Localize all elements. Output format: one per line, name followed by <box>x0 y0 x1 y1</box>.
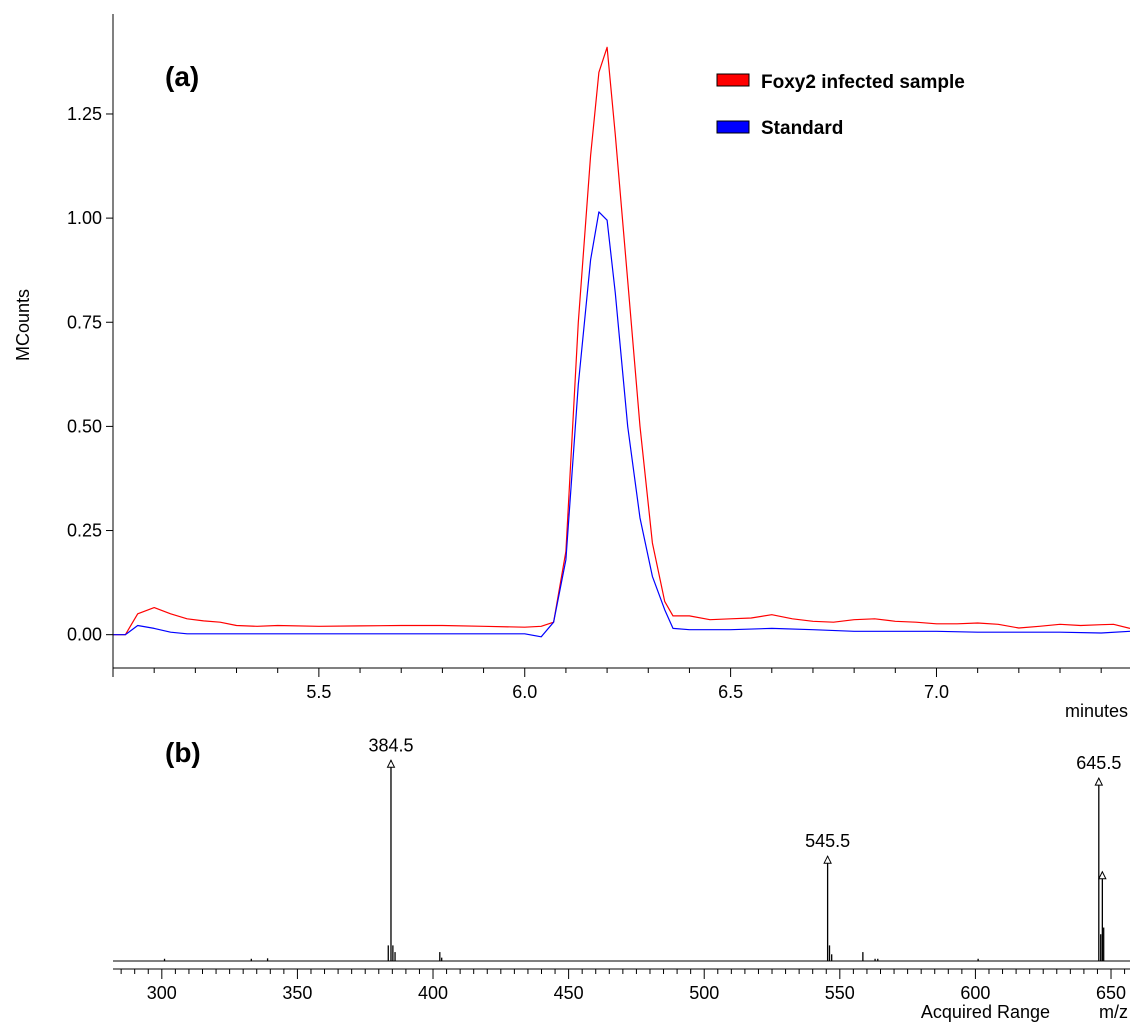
mz-tick-label: 650 <box>1096 983 1126 1003</box>
peak-label: 545.5 <box>805 831 850 851</box>
series-lines <box>113 46 1130 638</box>
legend-swatch-foxy2 <box>716 73 750 87</box>
mz-axis-label: m/z <box>1099 1002 1128 1022</box>
x-axis-label: minutes <box>1065 701 1128 721</box>
peak-label: 645.5 <box>1076 753 1121 773</box>
peak-labels: 384.5 545.5 645.5 <box>368 735 1121 880</box>
mz-tick-label: 350 <box>282 983 312 1003</box>
x-tick-label: 5.5 <box>306 682 331 702</box>
y-tick-label: 0.25 <box>67 521 102 541</box>
mz-tick-label: 450 <box>554 983 584 1003</box>
y-tick-label: 0.75 <box>67 312 102 332</box>
peak-marker-triangle <box>386 759 396 768</box>
panel-a-label: (a) <box>165 61 199 92</box>
y-axis-ticks: 0.00 0.25 0.50 0.75 1.00 1.25 <box>67 104 113 645</box>
series-line-foxy2 <box>113 46 1130 636</box>
legend: Foxy2 infected sample Standard <box>716 72 965 139</box>
mass-spectrum-panel: (b) 384.5 545.5 645.5 300 350 400 450 500 550 60… <box>113 735 1130 1022</box>
mz-axis-ticks: 300 350 400 450 500 550 600 650 <box>120 969 1126 1003</box>
x-tick-label: 7.0 <box>924 682 949 702</box>
y-axis-label: MCounts <box>13 289 33 361</box>
y-tick-label: 0.00 <box>67 625 102 645</box>
peak-label: 384.5 <box>368 735 413 755</box>
mz-tick-label: 500 <box>689 983 719 1003</box>
acquired-range-label: Acquired Range <box>921 1002 1050 1022</box>
legend-label-foxy2: Foxy2 infected sample <box>761 72 965 93</box>
peak-marker-triangle-small <box>1098 870 1107 880</box>
panel-b-label: (b) <box>165 737 201 768</box>
y-tick-label: 0.50 <box>67 416 102 436</box>
peak-marker-triangle <box>823 855 832 864</box>
mz-tick-label: 400 <box>418 983 448 1003</box>
mz-tick-label: 600 <box>960 983 990 1003</box>
chromatogram-panel: (a) 0.00 0.25 0.50 0.75 1.00 1.25 5.5 6.0 6.5 7.… <box>13 14 1130 721</box>
y-tick-label: 1.25 <box>67 104 102 124</box>
spectrum-peaks <box>163 760 1105 961</box>
peak-marker-triangle <box>1094 777 1104 786</box>
legend-label-standard: Standard <box>761 118 843 139</box>
x-tick-label: 6.5 <box>718 682 743 702</box>
legend-swatch-standard <box>716 120 750 134</box>
series-line-standard <box>113 211 1130 638</box>
mz-tick-label: 550 <box>825 983 855 1003</box>
x-tick-label: 6.0 <box>512 682 537 702</box>
mz-tick-label: 300 <box>147 983 177 1003</box>
x-axis-ticks: 5.5 6.0 6.5 7.0 <box>112 668 1102 702</box>
y-tick-label: 1.00 <box>67 208 102 228</box>
